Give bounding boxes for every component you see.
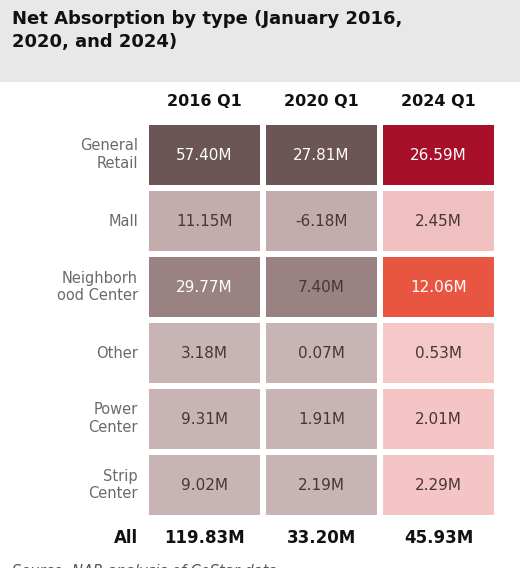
Text: 11.15M: 11.15M [176, 214, 233, 228]
Bar [266, 191, 377, 251]
Bar [383, 125, 494, 185]
Text: Strip
Center: Strip Center [88, 469, 138, 502]
Text: Mall: Mall [108, 214, 138, 228]
Bar [149, 389, 260, 449]
Bar [383, 323, 494, 383]
Bar [383, 455, 494, 515]
Text: 2.01M: 2.01M [415, 411, 462, 427]
Bar [149, 125, 260, 185]
Bar [149, 455, 260, 515]
Text: 1.91M: 1.91M [298, 411, 345, 427]
Bar [383, 257, 494, 317]
Text: 26.59M: 26.59M [410, 148, 467, 162]
Bar [383, 389, 494, 449]
Text: 7.40M: 7.40M [298, 279, 345, 294]
Text: Neighborh
ood Center: Neighborh ood Center [57, 270, 138, 303]
Bar [0, 0, 520, 82]
Text: 0.07M: 0.07M [298, 345, 345, 361]
Text: Power
Center: Power Center [88, 403, 138, 436]
Text: 2.45M: 2.45M [415, 214, 462, 228]
Text: 29.77M: 29.77M [176, 279, 233, 294]
Text: -6.18M: -6.18M [295, 214, 348, 228]
Text: 9.31M: 9.31M [181, 411, 228, 427]
Bar [149, 257, 260, 317]
Bar [266, 125, 377, 185]
Bar [266, 257, 377, 317]
Bar [149, 191, 260, 251]
Bar [149, 323, 260, 383]
Text: 2016 Q1: 2016 Q1 [167, 94, 242, 110]
Text: General
Retail: General Retail [80, 139, 138, 172]
Text: Other: Other [96, 345, 138, 361]
Text: 57.40M: 57.40M [176, 148, 233, 162]
Text: Net Absorption by type (January 2016,
2020, and 2024): Net Absorption by type (January 2016, 20… [12, 10, 402, 51]
Text: 119.83M: 119.83M [164, 529, 245, 547]
Text: 3.18M: 3.18M [181, 345, 228, 361]
Text: 9.02M: 9.02M [181, 478, 228, 492]
Text: 2.19M: 2.19M [298, 478, 345, 492]
Bar [266, 455, 377, 515]
Text: 2024 Q1: 2024 Q1 [401, 94, 476, 110]
Text: 2020 Q1: 2020 Q1 [284, 94, 359, 110]
Text: 27.81M: 27.81M [293, 148, 350, 162]
Text: 0.53M: 0.53M [415, 345, 462, 361]
Bar [266, 323, 377, 383]
Text: 45.93M: 45.93M [404, 529, 473, 547]
Bar [383, 191, 494, 251]
Text: 12.06M: 12.06M [410, 279, 467, 294]
Text: 33.20M: 33.20M [287, 529, 356, 547]
Text: All: All [114, 529, 138, 547]
Text: Source: NAR analysis of CoStar data: Source: NAR analysis of CoStar data [12, 564, 277, 568]
Bar [266, 389, 377, 449]
Text: 2.29M: 2.29M [415, 478, 462, 492]
